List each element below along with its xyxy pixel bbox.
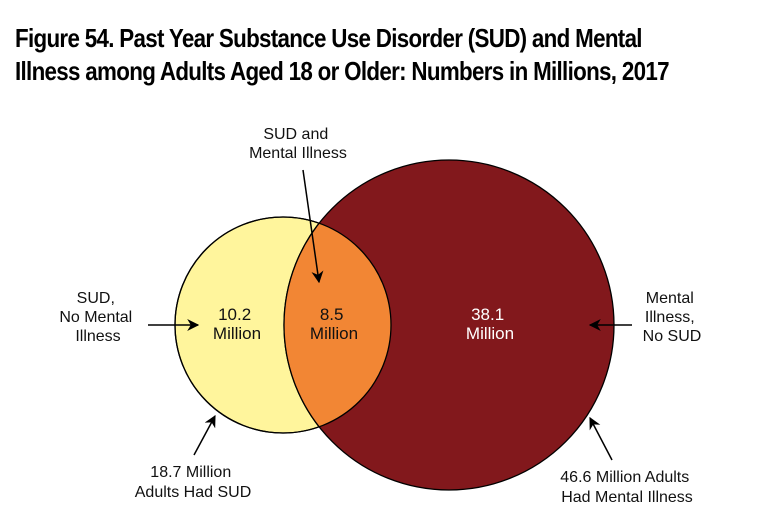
figure-title: Figure 54. Past Year Substance Use Disor… <box>15 22 670 88</box>
sud-total-arrow <box>193 414 216 456</box>
overlap-value: 8.5 Million <box>310 305 358 343</box>
title-line-2: Illness among Adults Aged 18 or Older: N… <box>15 56 670 86</box>
sud-total-label: 18.7 Million Adults Had SUD <box>135 464 252 501</box>
sud-only-value: 10.2 Million <box>213 305 261 343</box>
mental-total-arrow <box>589 416 613 461</box>
mental-only-label: Mental Illness, No SUD <box>643 290 702 345</box>
sud-only-label: SUD, No Mental Illness <box>59 290 136 345</box>
mental-only-value: 38.1 Million <box>466 305 514 343</box>
mental-total-label: 46.6 Million Adults Had Mental Illness <box>560 469 693 506</box>
overlap-arrow <box>302 169 324 284</box>
title-line-1: Figure 54. Past Year Substance Use Disor… <box>15 23 643 53</box>
overlap-label: SUD and Mental Illness <box>249 126 347 162</box>
